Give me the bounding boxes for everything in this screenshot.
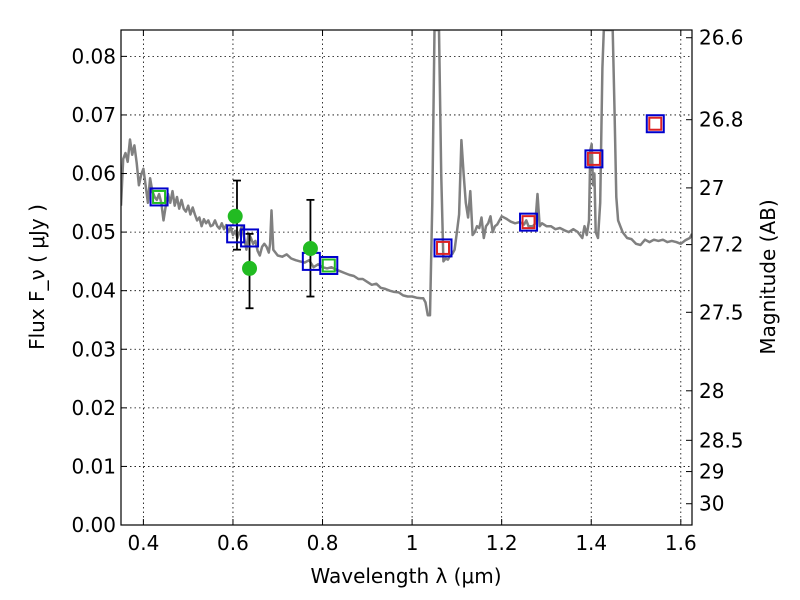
x-tick-label: 1.6 [665, 531, 697, 555]
plot-frame [120, 29, 693, 526]
model-band-square [149, 187, 169, 207]
y-axis-label: Flux F_ν ( μJy ) [25, 204, 49, 350]
y-tick-label: 0.03 [71, 337, 116, 361]
model-band-square [240, 228, 260, 248]
model-band-square [226, 224, 246, 244]
magnitude-tick-label: 28.5 [699, 428, 744, 452]
y-tick-label: 0.05 [71, 220, 116, 244]
x-tick-label: 1 [406, 531, 419, 555]
y-tick-label: 0.00 [71, 513, 116, 537]
x-tick-label: 0.6 [217, 531, 249, 555]
y-tick-label: 0.06 [71, 162, 116, 186]
band-inner-markers [152, 116, 663, 273]
band-inner-square [586, 151, 601, 166]
model-band-square [519, 212, 539, 232]
magnitude-tick-label: 29 [699, 460, 724, 484]
band-inner-square [648, 116, 663, 131]
x-tick-label: 1.4 [575, 531, 607, 555]
y-tick-label: 0.07 [71, 103, 116, 127]
y-tick-label: 0.08 [71, 44, 116, 68]
x-axis-label: Wavelength λ (μm) [310, 564, 501, 588]
magnitude-tick-label: 26.6 [699, 26, 744, 50]
observed-flux-point [242, 260, 258, 276]
y-tick-label: 0.01 [71, 454, 116, 478]
magnitude-tick-label: 27.5 [699, 300, 744, 324]
band-inner-square [521, 215, 536, 230]
band-inner-square [321, 258, 336, 273]
x-tick-label: 0.8 [307, 531, 339, 555]
observed-points [227, 208, 318, 276]
observed-flux-point [227, 208, 243, 224]
x-tick-label: 0.4 [127, 531, 159, 555]
model-spectrum [121, 30, 692, 317]
model-band-square [433, 238, 453, 258]
magnitude-axis-ticks: 26.6 26.8 27 27.2 27.5 28 28.5 29 30 [686, 26, 744, 516]
observed-flux-point [302, 241, 318, 257]
model-band-square [584, 149, 604, 169]
model-band-square [319, 255, 339, 275]
grid-lines [121, 30, 692, 525]
magnitude-axis-label: Magnitude (AB) [756, 199, 780, 354]
x-axis-ticks: 0.4 0.6 0.8 1 1.2 1.4 1.6 [127, 30, 697, 555]
y-tick-label: 0.02 [71, 396, 116, 420]
magnitude-tick-label: 26.8 [699, 108, 744, 132]
model-band-square [645, 114, 665, 134]
x-tick-label: 1.2 [486, 531, 518, 555]
magnitude-tick-label: 27 [699, 176, 724, 200]
plot-area [121, 30, 692, 317]
y-axis-ticks: 0.00 0.01 0.02 0.03 0.04 0.05 0.06 0.07 0.08 [71, 44, 127, 537]
y-tick-label: 0.04 [71, 279, 116, 303]
model-band-markers [149, 114, 665, 275]
magnitude-tick-label: 28 [699, 379, 724, 403]
band-inner-square [152, 189, 167, 204]
magnitude-tick-label: 30 [699, 492, 724, 516]
band-inner-square [435, 240, 450, 255]
model-spectrum-line [121, 30, 692, 317]
magnitude-tick-label: 27.2 [699, 233, 744, 257]
